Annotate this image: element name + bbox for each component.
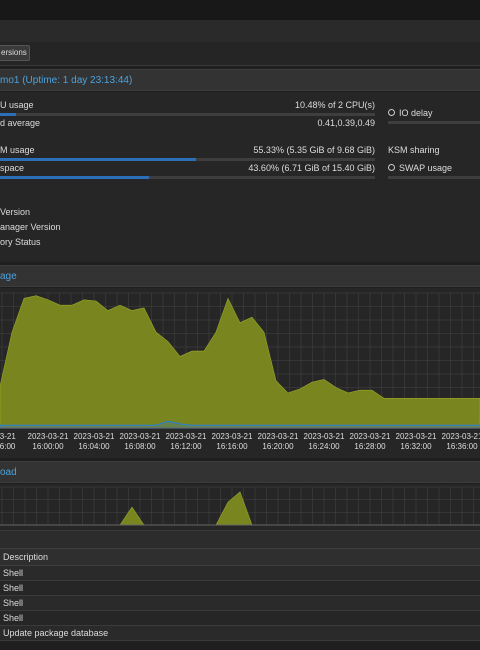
x-tick-label: 2023-03-21 bbox=[212, 432, 253, 441]
x-tick-label: 3-03-21 bbox=[0, 432, 16, 441]
icon bbox=[388, 164, 395, 171]
panel-header: mo1 (Uptime: 1 day 23:13:44) bbox=[0, 69, 480, 91]
x-tick-label: 16:36:00 bbox=[446, 442, 478, 451]
side-label: IO delay bbox=[399, 108, 433, 118]
x-tick-label: 5:56:00 bbox=[0, 442, 16, 451]
table-row: Shell bbox=[0, 596, 480, 611]
progress-track bbox=[0, 113, 375, 116]
load-chart bbox=[0, 486, 480, 526]
x-tick-label: 16:08:00 bbox=[124, 442, 156, 451]
table-row: Shell bbox=[0, 611, 480, 626]
versions-button[interactable]: ersions bbox=[0, 45, 30, 61]
row-value: 43.60% (6.71 GiB of 15.40 GiB) bbox=[248, 163, 375, 173]
x-tick-label: 2023-03-21 bbox=[396, 432, 437, 441]
top-bar bbox=[0, 0, 480, 20]
x-tick-label: 16:12:00 bbox=[170, 442, 202, 451]
x-tick-label: 2023-03-21 bbox=[442, 432, 480, 441]
row-value: 10.48% of 2 CPU(s) bbox=[294, 100, 375, 110]
x-tick-label: 16:16:00 bbox=[216, 442, 248, 451]
x-tick-label: 16:24:00 bbox=[308, 442, 340, 451]
side-label: KSM sharing bbox=[388, 145, 440, 155]
row-label: d average bbox=[0, 118, 41, 128]
x-tick-label: 16:32:00 bbox=[400, 442, 432, 451]
x-tick-label: 2023-03-21 bbox=[166, 432, 207, 441]
row-label: space bbox=[0, 163, 25, 173]
info-label: ory Status bbox=[0, 237, 41, 247]
progress-bar bbox=[0, 158, 196, 161]
icon bbox=[388, 109, 395, 116]
table-row: Shell bbox=[0, 581, 480, 596]
area bbox=[0, 295, 480, 429]
progress-track bbox=[388, 121, 480, 124]
info-label: Version bbox=[0, 207, 31, 217]
info-label: anager Version bbox=[0, 222, 61, 232]
x-tick-label: 16:00:00 bbox=[32, 442, 64, 451]
row-value: 55.33% (5.35 GiB of 9.68 GiB) bbox=[253, 145, 375, 155]
table-row: Shell bbox=[0, 566, 480, 581]
x-tick-label: 2023-03-21 bbox=[258, 432, 299, 441]
io-line bbox=[0, 420, 480, 429]
x-tick-label: 16:28:00 bbox=[354, 442, 386, 451]
tasks-toolbar bbox=[0, 530, 480, 548]
area bbox=[0, 491, 480, 526]
cpu-header: age bbox=[0, 265, 480, 287]
x-tick-label: 16:20:00 bbox=[262, 442, 294, 451]
load-header: oad bbox=[0, 461, 480, 483]
x-tick-label: 2023-03-21 bbox=[74, 432, 115, 441]
row-value: 0.41,0.39,0.49 bbox=[317, 118, 375, 128]
progress-bar bbox=[0, 113, 17, 116]
table-header: Description bbox=[0, 548, 480, 566]
x-tick-label: 2023-03-21 bbox=[28, 432, 69, 441]
row-label: M usage bbox=[0, 145, 35, 155]
table-row: Update package database bbox=[0, 626, 480, 641]
progress-track bbox=[388, 176, 480, 179]
progress-bar bbox=[0, 176, 149, 179]
toolbar: ersions bbox=[0, 42, 480, 66]
row-label: U usage bbox=[0, 100, 34, 110]
x-tick-label: 16:04:00 bbox=[78, 442, 110, 451]
nav-band bbox=[0, 20, 480, 42]
side-label: SWAP usage bbox=[399, 163, 453, 173]
x-tick-label: 2023-03-21 bbox=[350, 432, 391, 441]
x-tick-label: 2023-03-21 bbox=[304, 432, 345, 441]
cpu-chart: 3-03-215:56:002023-03-2116:00:002023-03-… bbox=[0, 292, 480, 451]
progress-track bbox=[0, 176, 375, 179]
x-tick-label: 2023-03-21 bbox=[120, 432, 161, 441]
